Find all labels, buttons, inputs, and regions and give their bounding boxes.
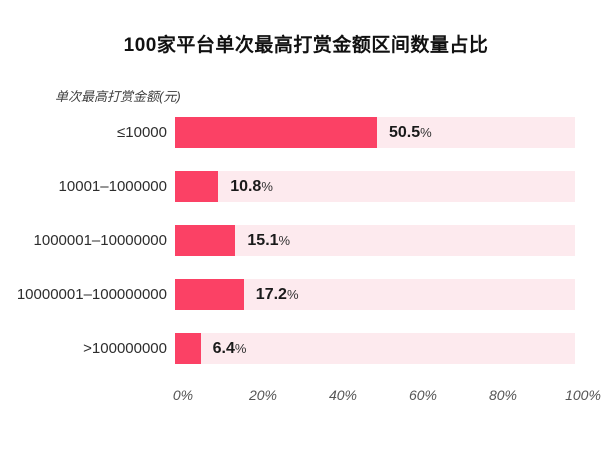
bar-row: 1000001–10000000 15.1% — [0, 225, 612, 256]
value-number: 50.5 — [389, 123, 421, 141]
bar-track: 17.2% — [175, 279, 575, 310]
category-label: >100000000 — [83, 340, 167, 357]
bar — [175, 117, 377, 148]
chart-title: 100家平台单次最高打赏金额区间数量占比 — [123, 35, 489, 56]
bar-row: ≤10000 50.5% — [0, 117, 612, 148]
category-label: 10001–1000000 — [58, 178, 167, 195]
bar-track: 50.5% — [175, 117, 575, 148]
value-label: 15.1% — [247, 232, 290, 250]
x-tick: 0% — [172, 387, 194, 403]
bar-track: 10.8% — [175, 171, 575, 202]
value-label: 17.2% — [256, 286, 299, 304]
x-tick: 60% — [408, 387, 438, 403]
x-tick: 80% — [488, 387, 518, 403]
x-tick: 20% — [248, 387, 278, 403]
bar-track: 6.4% — [175, 333, 575, 364]
percent-sign: % — [278, 232, 291, 248]
bar — [175, 333, 201, 364]
bar-row: 10000001–100000000 17.2% — [0, 279, 612, 310]
bar — [175, 225, 236, 256]
x-tick: 100% — [565, 387, 601, 403]
percent-sign: % — [234, 340, 247, 356]
bar-row: >100000000 6.4% — [0, 333, 612, 364]
bar-chart: ≤10000 50.5% 10001–1000000 10.8% 1000001… — [0, 117, 612, 407]
value-number: 10.8 — [230, 177, 262, 195]
y-axis-label: 单次最高打赏金额(元) — [55, 89, 181, 104]
value-label: 50.5% — [389, 124, 432, 142]
percent-sign: % — [261, 178, 273, 194]
value-number: 15.1 — [247, 231, 279, 249]
percent-sign: % — [286, 286, 299, 302]
value-label: 6.4% — [213, 340, 247, 358]
x-tick: 40% — [328, 387, 358, 403]
category-label: 1000001–10000000 — [33, 232, 167, 249]
value-label: 10.8% — [230, 178, 273, 196]
value-number: 17.2 — [255, 285, 287, 303]
x-axis: 0% 20% 40% 60% 80% 100% — [173, 387, 601, 407]
bar-row: 10001–1000000 10.8% — [0, 171, 612, 202]
value-number: 6.4 — [212, 339, 235, 357]
bar — [175, 279, 244, 310]
bar-track: 15.1% — [175, 225, 575, 256]
percent-sign: % — [420, 124, 432, 140]
bar — [175, 171, 219, 202]
category-label: ≤10000 — [117, 124, 167, 141]
category-label: 10000001–100000000 — [16, 286, 167, 303]
